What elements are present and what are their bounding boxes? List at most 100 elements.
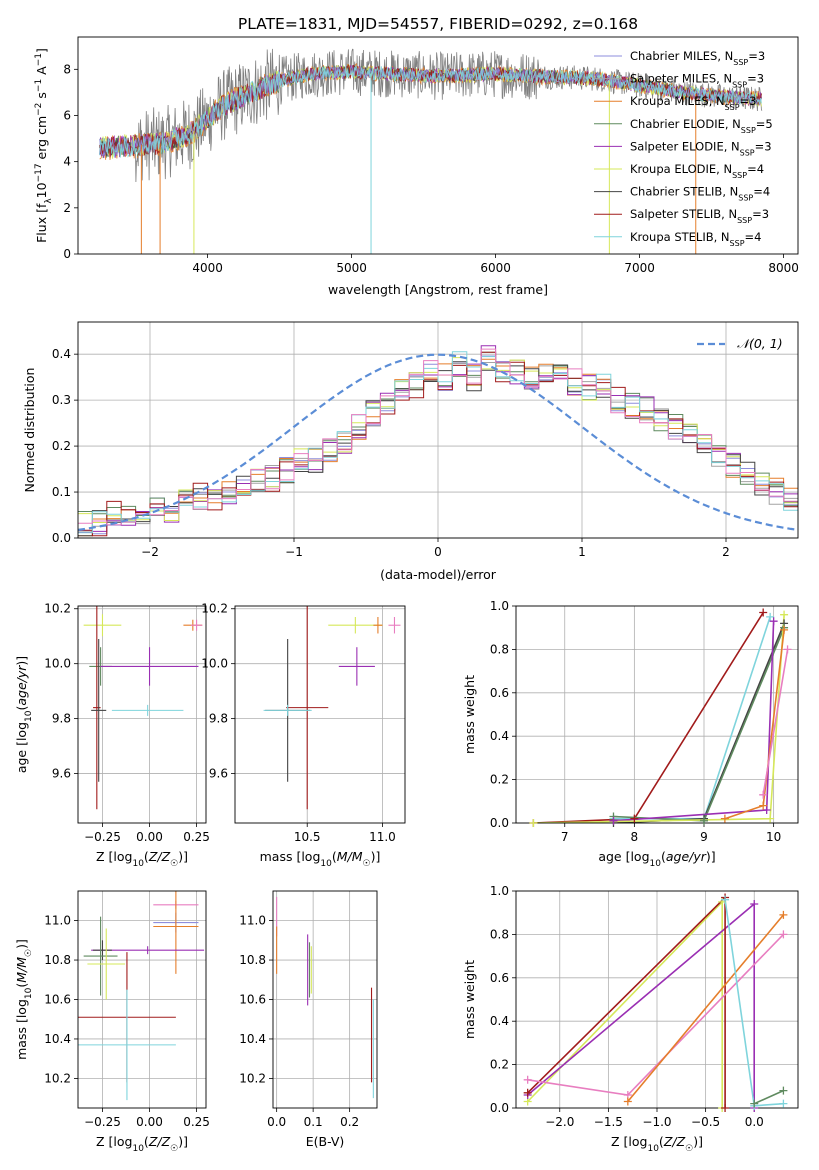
legend: Chabrier MILES, NSSP=3 Salpeter MILES, NS… <box>594 49 773 247</box>
weight-marker <box>779 1099 788 1108</box>
legend-label: Chabrier MILES, NSSP=3 <box>630 49 765 67</box>
weight-marker <box>766 612 775 621</box>
x-axis-label: wavelength [Angstrom, rest frame] <box>328 282 548 297</box>
y-tick-label: 8 <box>63 62 71 76</box>
y-axis-label: mass weight <box>462 960 477 1039</box>
x-tick-label: 8000 <box>768 261 799 275</box>
plot-area <box>263 606 401 810</box>
grid <box>516 605 798 824</box>
x-tick-label: 7000 <box>624 261 655 275</box>
model-spectrum-kroupa_elodie <box>99 64 762 159</box>
y-axis-label: Flux [fλ10−17 erg cm−2 s−1 A−1] <box>34 48 54 243</box>
axes-frame <box>515 605 799 824</box>
plot-area <box>78 891 205 1101</box>
y-tick-label: 1.0 <box>490 599 509 613</box>
y-tick-label: 0.1 <box>52 485 71 499</box>
panel-age-vs-z: −0.25 0.00 0.25 9.6 9.8 10.0 10.2 Z [log10(Z/Z☉… <box>14 602 210 869</box>
weight-marker <box>750 900 759 909</box>
weight-line-salpeter_stelib <box>533 612 764 823</box>
x-tick-label: 0.00 <box>136 1115 163 1129</box>
x-tick-label: 0.00 <box>136 830 163 844</box>
legend-label: Salpeter MILES, NSSP=3 <box>630 72 764 90</box>
x-tick-label: 0.2 <box>340 1115 359 1129</box>
histogram-salpeter_stelib <box>78 351 798 537</box>
y-tick-label: 10.6 <box>239 993 266 1007</box>
y-tick-label: 0.0 <box>52 531 71 545</box>
x-tick-label: 9 <box>700 830 708 844</box>
y-tick-label: 10.2 <box>44 1071 71 1085</box>
grid <box>235 606 405 823</box>
y-tick-label: 0.4 <box>52 347 71 361</box>
y-axis-label: mass weight <box>462 675 477 754</box>
axes: 0.0 0.1 0.2 10.2 10.4 10.6 10.8 11.0 E(B-V) <box>239 890 378 1149</box>
x-tick-label: 2 <box>722 545 730 559</box>
weight-marker <box>700 816 708 825</box>
x-tick-label: 0.25 <box>183 1115 210 1129</box>
x-tick-label: 0.0 <box>745 1115 764 1129</box>
y-tick-label: 2 <box>63 201 71 215</box>
weight-marker <box>721 1104 730 1112</box>
y-tick-label: 0.2 <box>490 773 509 787</box>
axes-frame <box>77 36 799 255</box>
histogram-pink <box>78 348 798 526</box>
legend-label: Kroupa STELIB, NSSP=4 <box>630 230 761 248</box>
axes-frame <box>272 890 378 1109</box>
legend-label: Salpeter ELODIE, NSSP=3 <box>630 139 772 157</box>
weight-marker <box>623 1097 632 1106</box>
y-tick-label: 0.0 <box>490 1101 509 1115</box>
weight-marker <box>779 930 788 939</box>
x-tick-label: 6000 <box>480 261 511 275</box>
weight-marker <box>529 819 538 827</box>
x-tick-label: 1 <box>578 545 586 559</box>
panel-weight-vs-age: 7 8 9 10 0.0 0.2 0.4 0.6 0.8 1.0 mass weight age [l… <box>462 599 799 869</box>
weight-marker <box>609 816 618 825</box>
legend-label: 𝒩(0, 1) <box>737 336 783 351</box>
weight-marker <box>523 1088 532 1097</box>
x-axis-label: age [log10(age/yr)] <box>598 849 715 869</box>
y-tick-label: 10.8 <box>44 953 71 967</box>
weight-marker <box>762 805 771 814</box>
weight-marker <box>780 625 789 634</box>
x-tick-label: 7 <box>561 830 569 844</box>
y-tick-label: 11.0 <box>44 914 71 928</box>
y-axis-label: mass [log10(M/M☉)] <box>14 939 34 1060</box>
y-tick-label: 10.2 <box>44 602 71 616</box>
y-tick-label: 11.0 <box>239 914 266 928</box>
plot-area <box>78 345 798 537</box>
axes: −0.25 0.00 0.25 9.6 9.8 10.0 10.2 Z [log10(Z/Z☉… <box>14 602 210 869</box>
y-tick-label: 0.8 <box>490 642 509 656</box>
weight-line-pink <box>762 649 789 795</box>
normal-curve <box>78 353 798 531</box>
weight-line-salpeter_elodie <box>613 621 775 822</box>
plot-area <box>99 48 763 254</box>
y-tick-label: 10.6 <box>44 993 71 1007</box>
y-tick-label: 10.8 <box>239 953 266 967</box>
y-tick-label: 9.6 <box>52 767 71 781</box>
weight-line-chabrier_elodie <box>613 627 785 822</box>
y-tick-label: 0.8 <box>490 927 509 941</box>
weight-marker <box>750 1099 759 1108</box>
x-tick-label: −0.25 <box>84 830 121 844</box>
y-tick-label: 6 <box>63 108 71 122</box>
legend: 𝒩(0, 1) <box>697 336 783 351</box>
axes: −0.25 0.00 0.25 10.2 10.4 10.6 10.8 11.0 Z [log1… <box>14 890 210 1154</box>
panel-mass-vs-z: −0.25 0.00 0.25 10.2 10.4 10.6 10.8 11.0 Z [log1… <box>14 890 210 1154</box>
x-tick-label: −0.5 <box>691 1115 720 1129</box>
axes-frame <box>515 890 799 1109</box>
figure-title: PLATE=1831, MJD=54557, FIBERID=0292, z=0… <box>238 15 638 33</box>
grid <box>273 891 377 1108</box>
weight-marker <box>766 814 775 823</box>
x-tick-label: 10 <box>766 830 781 844</box>
weight-marker <box>759 608 768 617</box>
axes-frame <box>77 890 207 1109</box>
y-tick-label: 9.6 <box>209 767 228 781</box>
grid <box>78 606 206 823</box>
panel-age-vs-mass: 10.5 11.0 9.6 9.8 10.0 10.2 mass [log10(M/M☉)] <box>201 602 406 869</box>
weight-line-chabrier_elodie <box>753 1089 784 1105</box>
x-tick-label: 10.5 <box>294 830 321 844</box>
x-tick-label: 8 <box>631 830 639 844</box>
weight-line-kroupa_miles <box>627 914 785 1103</box>
x-tick-label: −1.0 <box>642 1115 671 1129</box>
x-tick-label: −0.25 <box>84 1115 121 1129</box>
